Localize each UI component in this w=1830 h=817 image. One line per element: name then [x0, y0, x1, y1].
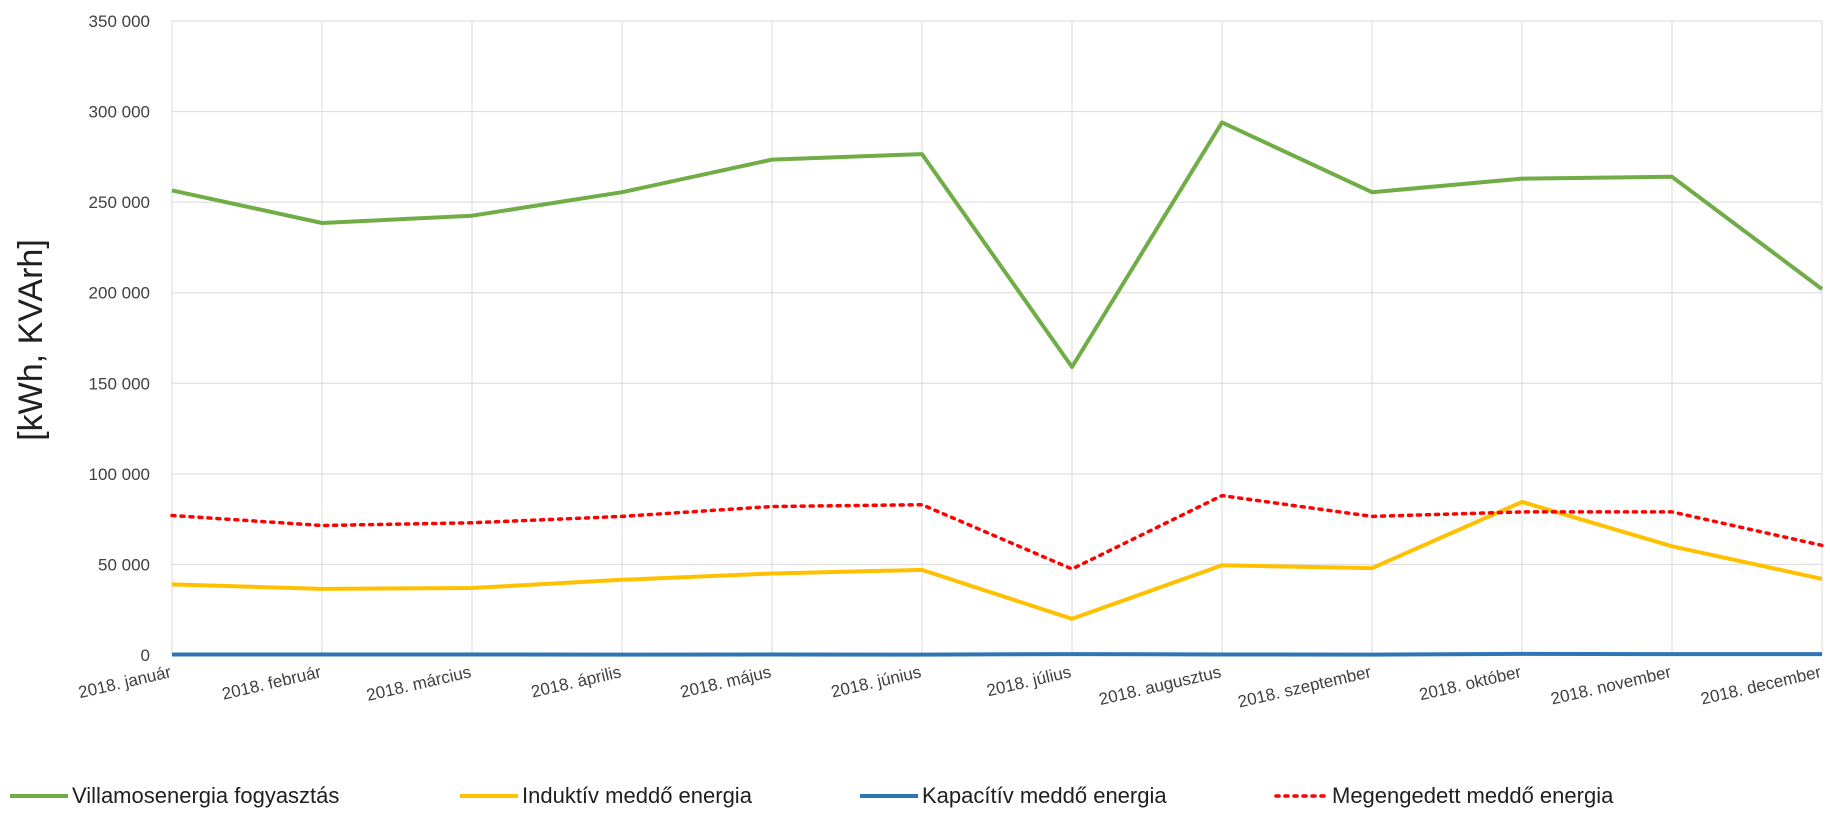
- x-tick-label: 2018. szeptember: [1236, 662, 1373, 711]
- series-lines: [170, 120, 1824, 657]
- legend-label: Induktív meddő energia: [522, 783, 753, 808]
- x-tick-label: 2018. április: [529, 662, 623, 701]
- legend: Villamosenergia fogyasztás Induktív meddő…: [10, 783, 1614, 808]
- x-tick-label: 2018. március: [365, 662, 473, 705]
- y-tick-label: 150 000: [89, 374, 150, 393]
- legend-label: Villamosenergia fogyasztás: [72, 783, 339, 808]
- x-tick-label: 2018. január: [77, 662, 174, 702]
- legend-label: Kapacítív meddő energia: [922, 783, 1167, 808]
- y-tick-label: 350 000: [89, 12, 150, 31]
- y-tick-label: 200 000: [89, 284, 150, 303]
- y-tick-label: 50 000: [98, 555, 150, 574]
- x-tick-label: 2018. november: [1549, 662, 1673, 708]
- x-tick-label: 2018. május: [678, 662, 773, 701]
- y-axis-ticks: 0 50 000 100 000 150 000 200 000 250 000 300 0…: [89, 12, 150, 665]
- x-tick-label: 2018. július: [985, 662, 1073, 700]
- y-tick-label: 0: [141, 646, 150, 665]
- legend-label: Megengedett meddő energia: [1332, 783, 1614, 808]
- series-line: [172, 651, 1822, 657]
- x-axis-ticks: 2018. január 2018. február 2018. március 20…: [77, 662, 1824, 711]
- y-tick-label: 100 000: [89, 465, 150, 484]
- grid: [171, 20, 1823, 656]
- series-line: [170, 493, 1824, 571]
- y-axis-label: [kWh, KVArh]: [12, 239, 50, 441]
- x-tick-label: 2018. február: [220, 662, 323, 703]
- x-tick-label: 2018. október: [1417, 662, 1523, 704]
- y-tick-label: 250 000: [89, 193, 150, 212]
- x-tick-label: 2018. augusztus: [1097, 662, 1223, 709]
- y-tick-label: 300 000: [89, 103, 150, 122]
- x-tick-label: 2018. június: [829, 662, 923, 701]
- series-line: [171, 499, 1823, 621]
- x-tick-label: 2018. december: [1699, 662, 1823, 708]
- series-line: [171, 120, 1824, 369]
